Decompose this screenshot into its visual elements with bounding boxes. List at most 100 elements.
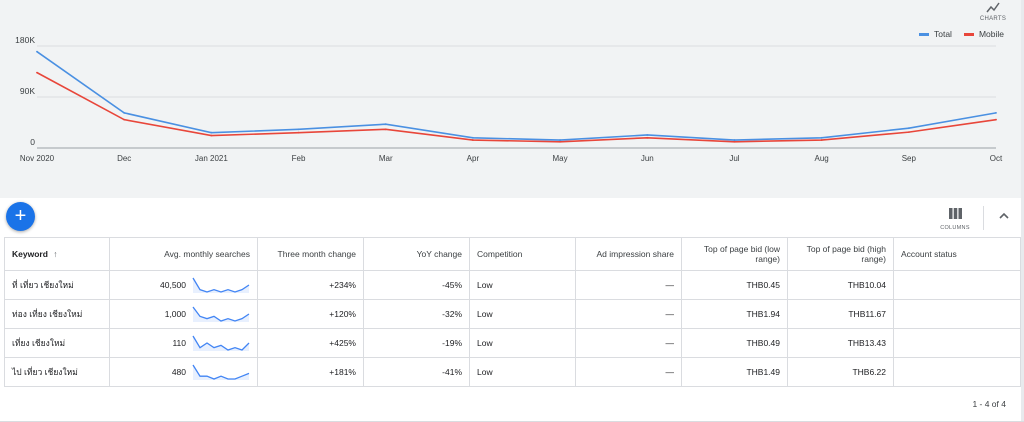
searches-value: 110 [172,338,186,348]
x-tick-label: May [553,154,568,163]
sort-arrow-icon: ↑ [53,249,58,259]
data-point-mobile [36,71,38,74]
competition-cell: Low [469,299,576,329]
charts-label: CHARTS [979,16,1007,22]
table-row[interactable]: ท่อง เที่ยง เชียงใหม่ 1,000 +120% -32% Low — T… [4,299,1021,329]
sparkline-area [193,307,249,322]
x-tick-label: Jan 2021 [195,154,228,163]
bid-high-cell: THB6.22 [787,357,894,387]
ad-share-cell: — [575,270,682,300]
trend-sparkline [192,306,250,322]
three-month-header[interactable]: Three month change [257,237,364,271]
searches-cell: 40,500 [109,270,258,300]
table-row[interactable]: ที่ เที่ยว เชียงใหม่ 40,500 +234% -45% Low — T… [4,270,1021,300]
data-point-total [36,50,38,53]
keyword-cell: ไป เที่ยว เชียงใหม่ [4,357,110,387]
bid-low-cell: THB0.49 [681,328,788,358]
account-status-cell [893,357,1021,387]
bid-low-header[interactable]: Top of page bid (low range) [681,237,788,271]
ad-share-cell: — [575,328,682,358]
data-point-total [646,134,649,136]
three-month-cell: +425% [257,328,364,358]
searches-value: 480 [171,367,186,377]
trend-sparkline [192,364,250,380]
data-point-mobile [733,140,736,143]
data-point-mobile [384,128,387,131]
searches-cell: 110 [109,328,258,358]
yoy-cell: -45% [363,270,470,300]
x-tick-label: Jul [729,154,739,163]
bid-high-cell: THB10.04 [787,270,894,300]
add-keyword-button[interactable]: + [6,202,35,231]
sparkline-line [192,364,250,380]
data-point-total [995,111,997,114]
yoy-header[interactable]: YoY change [363,237,470,271]
x-tick-label: Apr [467,154,480,163]
legend-label-total: Total [933,29,952,39]
data-point-mobile [210,134,213,137]
sparkline-line [192,277,250,293]
line-chart-icon [986,0,1000,17]
searches-value: 40,500 [160,280,186,290]
account-status-cell [893,299,1021,329]
chart-legend: Total Mobile [918,29,1004,39]
columns-button[interactable]: COLUMNS [938,206,972,231]
competition-cell: Low [469,270,576,300]
bid-high-header[interactable]: Top of page bid (high range) [787,237,894,271]
legend-swatch-mobile [963,32,974,36]
series-line-mobile [36,71,997,143]
ad-share-header[interactable]: Ad impression share [575,237,682,271]
competition-cell: Low [469,328,576,358]
table-row[interactable]: ไป เที่ยว เชียงใหม่ 480 +181% -41% Low — THB1.… [4,357,1021,387]
bid-high-cell: THB13.43 [787,328,894,358]
table-header-row: Keyword ↑ Avg. monthly searches Three mo… [4,237,1021,271]
bid-low-cell: THB1.49 [681,357,788,387]
data-point-mobile [995,118,997,121]
y-tick-label: 180K [15,35,35,45]
data-point-total [559,139,561,141]
toolbar-divider [983,206,984,230]
data-point-total [297,128,300,131]
account-status-header[interactable]: Account status [893,237,1021,271]
sparkline-line [192,306,250,322]
data-point-mobile [297,131,300,134]
searches-cell: 1,000 [109,299,258,329]
columns-icon [948,206,962,223]
columns-label: COLUMNS [940,225,970,231]
legend-label-mobile: Mobile [978,29,1004,39]
yoy-cell: -32% [363,299,470,329]
three-month-cell: +181% [257,357,364,387]
sparkline-area [193,336,249,351]
legend-swatch-total [918,32,929,36]
data-point-total [384,123,387,126]
trend-sparkline [192,277,250,293]
keyword-header[interactable]: Keyword ↑ [4,237,110,271]
y-tick-label: 0 [30,137,35,147]
legend-item-total[interactable]: Total [918,29,952,39]
x-tick-label: Sep [902,154,917,163]
data-point-mobile [559,140,561,143]
competition-header[interactable]: Competition [469,237,576,271]
chevron-up-icon [996,211,1012,228]
legend-item-mobile[interactable]: Mobile [963,29,1004,39]
sparkline-area [193,278,249,293]
pagination-text: 1 - 4 of 4 [972,399,1006,409]
keyword-header-label: Keyword [12,249,48,259]
searches-header[interactable]: Avg. monthly searches [109,237,258,271]
x-tick-label: Mar [379,154,393,163]
x-tick-label: Dec [117,154,131,163]
ad-share-cell: — [575,299,682,329]
data-point-mobile [907,131,910,134]
account-status-cell [893,328,1021,358]
x-tick-label: Feb [292,154,306,163]
data-point-total [210,131,213,134]
data-point-total [907,127,910,130]
collapse-button[interactable] [996,208,1012,224]
sparkline-area [193,365,249,380]
charts-toggle-button[interactable]: CHARTS [978,0,1008,26]
x-tick-label: Aug [815,154,829,163]
data-point-total [472,136,474,139]
x-tick-label: Oct [990,154,1003,163]
table-row[interactable]: เที่ยง เชียงใหม่ 110 +425% -19% Low — THB0.49 T… [4,328,1021,358]
data-point-total [123,111,126,114]
